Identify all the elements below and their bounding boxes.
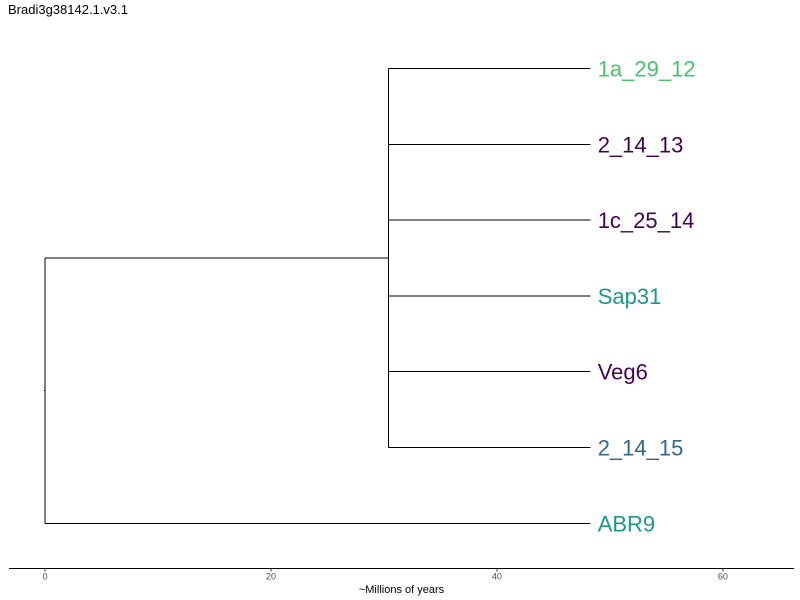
x-tick-label: 20 xyxy=(266,572,276,582)
x-tick-label: 40 xyxy=(492,572,502,582)
tip-label: Sap31 xyxy=(598,284,662,309)
tip-label: 2_14_13 xyxy=(598,132,684,157)
figure-title: Bradi3g38142.1.v3.1 xyxy=(8,2,128,17)
tip-labels: 1a_29_12 2_14_13 1c_25_14 Sap31 Veg6 2_14_15 A… xyxy=(598,57,696,537)
tip-label: 1c_25_14 xyxy=(598,208,695,233)
x-axis: 0 20 40 60 xyxy=(9,568,794,582)
x-tick-label: 60 xyxy=(718,572,728,582)
x-axis-title: ~Millions of years xyxy=(359,584,445,596)
tip-label: 2_14_15 xyxy=(598,436,684,461)
tip-label: ABR9 xyxy=(598,511,655,536)
tip-label: Veg6 xyxy=(598,360,648,385)
tree-branches xyxy=(44,68,591,524)
x-tick-label: 0 xyxy=(43,572,48,582)
tip-label: 1a_29_12 xyxy=(598,57,696,82)
